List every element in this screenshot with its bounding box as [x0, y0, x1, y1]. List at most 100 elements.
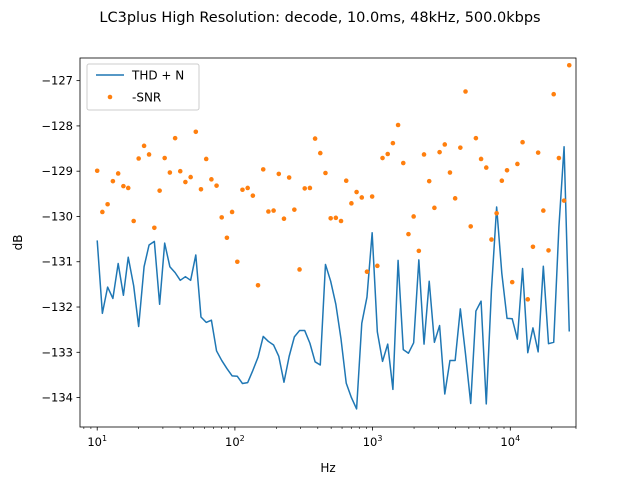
snr-point — [390, 140, 396, 146]
plot-area — [80, 58, 576, 427]
snr-point — [509, 279, 515, 285]
snr-point — [556, 155, 562, 161]
snr-point — [442, 142, 448, 147]
y-tick-label: −134 — [41, 391, 73, 405]
y-tick-label: −127 — [41, 74, 73, 88]
legend-snr-swatch — [107, 94, 113, 100]
snr-point — [152, 225, 157, 231]
y-tick-label: −131 — [41, 255, 73, 269]
snr-point — [359, 195, 365, 200]
snr-point — [266, 209, 271, 214]
snr-point — [100, 209, 105, 215]
snr-point — [317, 150, 323, 156]
snr-point — [240, 187, 245, 193]
snr-point — [499, 178, 505, 183]
snr-point — [162, 155, 167, 161]
legend-thd-n-label: THD + N — [131, 69, 184, 83]
x-tick-label: 101 — [87, 434, 107, 449]
snr-point — [473, 135, 479, 141]
snr-point — [281, 216, 287, 222]
snr-point — [338, 218, 344, 224]
snr-point — [94, 168, 100, 174]
snr-point — [193, 129, 199, 135]
snr-point — [432, 205, 437, 211]
snr-point — [343, 178, 349, 183]
snr-point — [183, 179, 188, 185]
snr-point — [478, 156, 484, 162]
snr-point — [188, 174, 193, 180]
legend: THD + N -SNR — [86, 63, 200, 111]
snr-point — [167, 170, 173, 175]
snr-point — [125, 185, 131, 191]
snr-point — [468, 224, 474, 229]
snr-point — [447, 170, 453, 175]
snr-point — [323, 170, 328, 176]
snr-point — [406, 231, 411, 237]
y-tick-label: −133 — [41, 345, 73, 359]
snr-point — [452, 196, 458, 201]
y-axis-label: dB — [11, 235, 25, 251]
snr-point — [546, 248, 551, 253]
snr-point — [172, 135, 178, 141]
snr-point — [312, 136, 318, 141]
snr-point — [416, 248, 422, 254]
snr-point — [224, 235, 230, 241]
snr-point — [209, 177, 214, 182]
snr-point — [494, 211, 499, 216]
plot-frame — [79, 57, 577, 428]
snr-point — [515, 161, 520, 167]
snr-point — [146, 152, 152, 157]
snr-point — [260, 167, 266, 172]
snr-point — [121, 183, 126, 189]
snr-point — [229, 209, 235, 215]
snr-point — [437, 149, 442, 155]
snr-point — [400, 160, 406, 166]
thd-n-line — [96, 145, 571, 410]
snr-point — [520, 139, 525, 145]
x-tick-label: 102 — [225, 434, 245, 449]
legend-snr-label: -SNR — [132, 91, 161, 105]
x-tick-label: 104 — [500, 434, 520, 449]
snr-point — [385, 151, 391, 157]
y-tick-label: −129 — [41, 164, 73, 178]
y-axis: −127 −128 −129 −130 −131 −132 −133 −134 — [41, 74, 80, 405]
snr-point — [535, 150, 541, 155]
snr-point — [297, 267, 302, 272]
snr-point — [255, 282, 261, 288]
snr-point — [551, 91, 556, 97]
snr-point — [541, 208, 546, 213]
x-axis: 101 102 103 104 — [83, 427, 577, 449]
snr-point — [110, 178, 116, 184]
snr-point — [354, 189, 359, 195]
snr-point — [380, 155, 385, 161]
snr-point — [302, 186, 308, 191]
snr-point — [105, 201, 110, 207]
snr-point — [483, 165, 489, 170]
snr-point — [271, 208, 276, 213]
snr-point — [136, 156, 141, 161]
snr-point — [115, 171, 121, 176]
snr-point — [250, 193, 256, 198]
snr-point — [307, 185, 313, 191]
snr-point — [369, 194, 375, 199]
snr-point — [463, 89, 468, 94]
snr-point — [411, 214, 416, 219]
y-tick-label: −132 — [41, 300, 73, 314]
snr-point — [421, 152, 427, 157]
snr-point — [235, 259, 240, 265]
snr-point — [276, 171, 282, 177]
snr-point — [203, 156, 209, 162]
x-axis-label: Hz — [320, 461, 335, 475]
snr-point — [375, 263, 380, 269]
snr-point — [333, 215, 339, 221]
snr-point — [504, 167, 510, 173]
snr-point — [245, 185, 250, 191]
snr-point — [364, 269, 370, 275]
snr-point — [530, 244, 536, 250]
snr-point — [157, 188, 162, 193]
snr-point — [426, 178, 432, 184]
chart-title: LC3plus High Resolution: decode, 10.0ms,… — [99, 10, 540, 26]
snr-point — [566, 62, 572, 68]
series-layer — [94, 62, 572, 410]
